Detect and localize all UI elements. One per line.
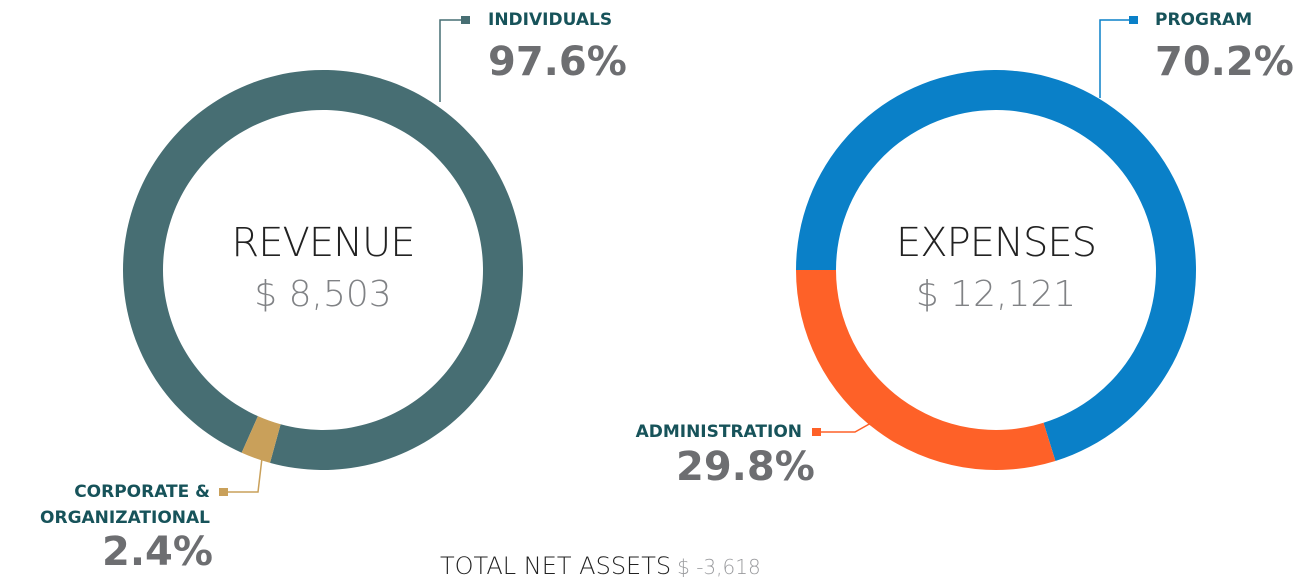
- leader-line: [817, 417, 881, 433]
- donut-subtitle: $ 8,503: [254, 274, 392, 315]
- footer: TOTAL NET ASSETS $ -3,618: [440, 552, 761, 580]
- legend-marker: [219, 488, 228, 496]
- slice-label: PROGRAM: [1155, 10, 1253, 30]
- slice-value-label: 70.2%: [1155, 39, 1294, 85]
- legend-marker: [812, 428, 821, 436]
- slice-value-label: 97.6%: [488, 39, 627, 85]
- leader-line: [1099, 19, 1134, 98]
- leader-line: [439, 19, 466, 102]
- slice-label: CORPORATE & ORGANIZATIONAL: [40, 482, 210, 528]
- donut-title: REVENUE: [231, 220, 415, 266]
- donut-slice: [796, 270, 1056, 470]
- footer-value: $ -3,618: [677, 555, 761, 579]
- donut-slice: [241, 416, 281, 463]
- legend-marker: [1129, 16, 1138, 24]
- footer-label: TOTAL NET ASSETS: [440, 552, 672, 580]
- legend-marker: [461, 16, 470, 24]
- donut-subtitle: $ 12,121: [915, 274, 1077, 315]
- slice-value-label: 2.4%: [102, 529, 213, 575]
- leader-line: [224, 457, 263, 493]
- donut-slice: [122, 69, 523, 470]
- slice-label: INDIVIDUALS: [488, 10, 613, 30]
- slice-label: ADMINISTRATION: [635, 422, 802, 442]
- slice-value-label: 29.8%: [676, 444, 815, 490]
- donut-title: EXPENSES: [895, 220, 1097, 266]
